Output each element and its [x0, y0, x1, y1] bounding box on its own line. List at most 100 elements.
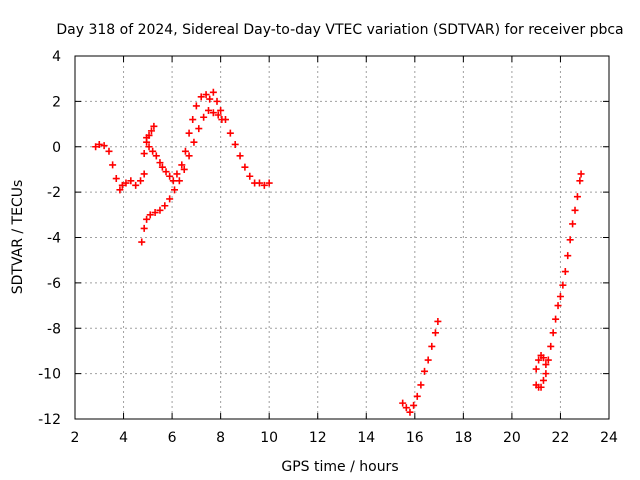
data-point — [150, 122, 158, 130]
data-point — [260, 181, 268, 189]
y-tick-label: -12 — [38, 412, 61, 428]
series-segment-2 — [138, 106, 226, 246]
data-point — [549, 329, 557, 337]
data-point — [92, 143, 100, 151]
data-point — [122, 179, 130, 187]
x-tick-label: 2 — [71, 430, 80, 446]
y-tick-label: 2 — [52, 94, 61, 110]
data-point — [145, 143, 153, 151]
data-point — [118, 181, 126, 189]
data-point — [116, 186, 124, 194]
data-point — [206, 95, 214, 103]
x-tick-label: 22 — [552, 430, 570, 446]
data-point — [156, 206, 164, 214]
data-point — [209, 88, 217, 96]
data-point — [226, 129, 234, 137]
x-tick-label: 6 — [168, 430, 177, 446]
data-point — [109, 161, 117, 169]
data-point — [413, 392, 421, 400]
data-point — [542, 361, 550, 369]
data-point — [564, 252, 572, 260]
data-point — [554, 302, 562, 310]
data-point — [127, 177, 135, 185]
data-point — [132, 181, 140, 189]
chart-title: Day 318 of 2024, Sidereal Day-to-day VTE… — [56, 22, 623, 38]
data-point — [246, 172, 254, 180]
data-point — [147, 127, 155, 135]
data-point — [217, 106, 225, 114]
data-point — [539, 376, 547, 384]
data-point — [417, 381, 425, 389]
data-point — [202, 91, 210, 99]
data-point — [181, 147, 189, 155]
data-point — [410, 401, 418, 409]
data-point — [402, 404, 410, 412]
data-point — [100, 142, 108, 150]
data-point — [547, 342, 555, 350]
data-point — [197, 93, 205, 101]
x-tick-label: 8 — [216, 430, 225, 446]
data-point — [152, 152, 160, 160]
x-tick-label: 12 — [309, 430, 327, 446]
data-point — [431, 329, 439, 337]
data-point — [195, 125, 203, 133]
data-point — [192, 102, 200, 110]
data-point — [137, 177, 145, 185]
x-tick-label: 16 — [406, 430, 424, 446]
data-point — [535, 356, 543, 364]
data-point — [406, 408, 414, 416]
x-tick-label: 10 — [260, 430, 278, 446]
series-segment-1 — [92, 88, 273, 194]
data-point — [161, 202, 169, 210]
y-tick-label: -6 — [47, 276, 61, 292]
data-point — [434, 317, 442, 325]
x-tick-label: 14 — [357, 430, 375, 446]
data-point — [105, 147, 113, 155]
data-point — [539, 354, 547, 362]
data-point — [112, 175, 120, 183]
data-point — [532, 365, 540, 373]
data-point — [214, 111, 222, 119]
data-point — [571, 206, 579, 214]
data-point — [190, 138, 198, 146]
y-tick-label: -4 — [47, 231, 61, 247]
x-tick-label: 4 — [119, 430, 128, 446]
data-point — [189, 116, 197, 124]
data-point — [552, 315, 560, 323]
data-point — [178, 161, 186, 169]
data-point — [205, 106, 212, 114]
series-segment-3 — [140, 122, 158, 158]
data-point — [544, 356, 552, 364]
data-point — [140, 170, 148, 178]
data-point — [162, 168, 170, 176]
data-point — [556, 292, 564, 300]
data-point — [213, 97, 221, 105]
data-point — [537, 383, 545, 391]
data-point — [566, 236, 574, 244]
data-point — [175, 177, 183, 185]
data-point — [166, 172, 174, 180]
x-tick-label: 18 — [454, 430, 472, 446]
y-tick-label: -2 — [47, 185, 61, 201]
data-layer — [92, 88, 585, 416]
data-point — [140, 150, 148, 158]
data-point — [255, 179, 263, 187]
data-point — [236, 152, 244, 160]
y-tick-label: -10 — [38, 367, 61, 383]
y-axis-label: SDTVAR / TECUs — [10, 180, 26, 295]
data-point — [200, 113, 208, 121]
data-point — [95, 140, 103, 148]
data-point — [421, 367, 429, 375]
data-point — [577, 170, 585, 178]
y-tick-label: 4 — [52, 49, 61, 65]
x-tick-label: 24 — [600, 430, 618, 446]
data-point — [424, 356, 432, 364]
data-point — [145, 131, 153, 139]
data-point — [428, 342, 436, 350]
data-point — [559, 281, 567, 289]
data-point — [185, 152, 193, 160]
x-axis-label: GPS time / hours — [281, 459, 398, 475]
data-point — [166, 195, 174, 203]
